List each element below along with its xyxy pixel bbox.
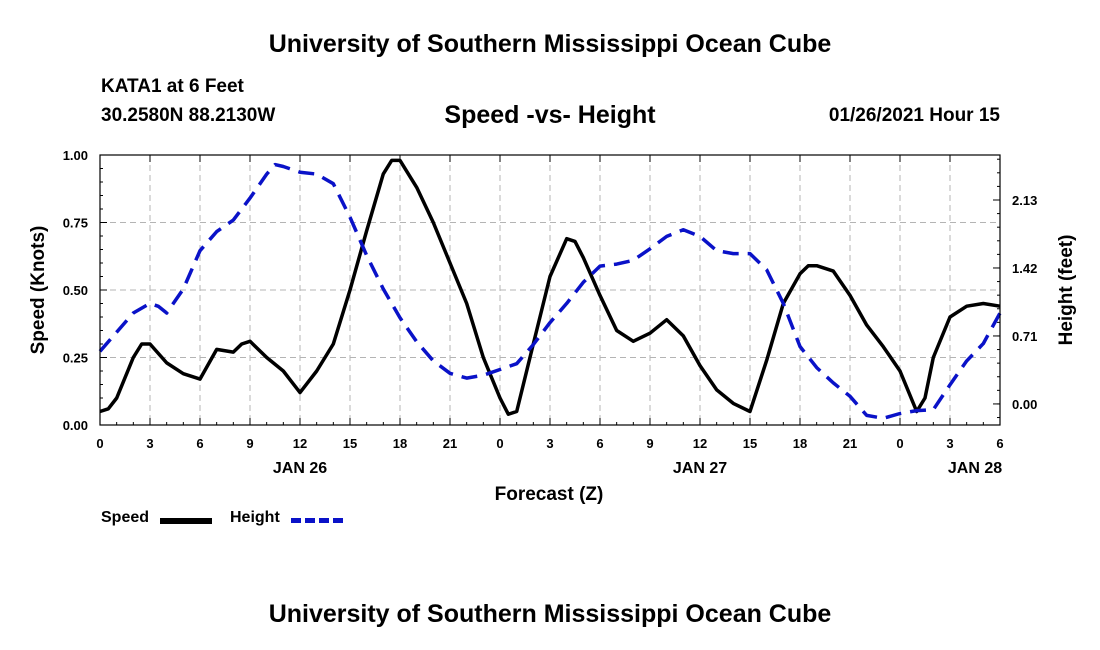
y-axis-label: Speed (Knots) (28, 226, 49, 355)
x-tick-label: 15 (743, 436, 757, 451)
y-tick-label: 0.25 (63, 351, 88, 366)
x-tick-label: 12 (693, 436, 707, 451)
x-tick-label: 0 (496, 436, 503, 451)
date-label: JAN 27 (673, 460, 727, 477)
axis-layer: 0 3 6 9 12 15 18 21 0 3 6 9 12 15 18 21 0 3 6 JAN 26 JAN 27 J… (63, 148, 1038, 477)
y2-axis-label: Height (feet) (1056, 235, 1077, 346)
station-label: KATA1 at 6 Feet (101, 76, 244, 97)
legend-speed-label: Speed (101, 509, 150, 526)
x-tick-label: 21 (843, 436, 857, 451)
series-layer (98, 158, 1002, 421)
x-tick-label: 18 (393, 436, 407, 451)
x-tick-label: 21 (443, 436, 457, 451)
y-tick-label: 0.00 (63, 418, 88, 433)
grid-layer (100, 155, 1000, 425)
x-tick-label: 9 (646, 436, 653, 451)
y2-tick-label: 0.00 (1012, 397, 1037, 412)
y2-tick-label: 1.42 (1012, 261, 1037, 276)
y-tick-label: 0.50 (63, 283, 88, 298)
coordinates-label: 30.2580N 88.2130W (101, 105, 276, 126)
x-tick-label: 9 (246, 436, 253, 451)
x-tick-label: 18 (793, 436, 807, 451)
y-tick-label: 1.00 (63, 148, 88, 163)
x-tick-label: 0 (896, 436, 903, 451)
series-line-height (98, 162, 1002, 421)
x-tick-label: 6 (196, 436, 203, 451)
chart-title: Speed -vs- Height (444, 101, 656, 129)
x-tick-label: 6 (996, 436, 1003, 451)
datetime-label: 01/26/2021 Hour 15 (828, 105, 1000, 126)
x-tick-label: 3 (546, 436, 553, 451)
legend-height-swatch (291, 518, 343, 523)
footer-title: University of Southern Mississippi Ocean… (268, 600, 832, 628)
x-tick-label: 0 (96, 436, 103, 451)
x-tick-label: 6 (596, 436, 603, 451)
date-label: JAN 26 (273, 460, 327, 477)
x-tick-label: 3 (146, 436, 153, 451)
x-axis-label: Forecast (Z) (495, 484, 604, 505)
x-tick-label: 15 (343, 436, 357, 451)
page-title: University of Southern Mississippi Ocean… (268, 30, 832, 58)
legend-speed-swatch (160, 518, 212, 524)
y-tick-label: 0.75 (63, 216, 88, 231)
y2-tick-label: 0.71 (1012, 329, 1037, 344)
y2-tick-label: 2.13 (1012, 193, 1037, 208)
x-tick-label: 12 (293, 436, 307, 451)
legend-height-label: Height (230, 509, 280, 526)
x-tick-label: 3 (946, 436, 953, 451)
date-label: JAN 28 (948, 460, 1002, 477)
